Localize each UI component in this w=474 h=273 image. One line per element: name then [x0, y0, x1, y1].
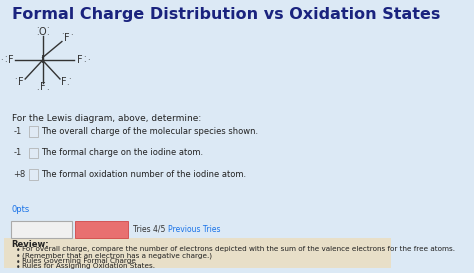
Text: ▾: ▾: [32, 150, 35, 156]
Text: F: F: [76, 55, 82, 65]
Text: ·: ·: [5, 53, 7, 62]
Text: Incorrect.: Incorrect.: [80, 225, 122, 234]
Text: -1: -1: [14, 127, 22, 136]
Text: ·: ·: [82, 58, 85, 67]
Text: •: •: [16, 252, 20, 261]
Text: -1: -1: [14, 148, 22, 157]
Bar: [4, 238, 391, 268]
Text: O: O: [39, 27, 46, 37]
Text: ·: ·: [46, 24, 48, 33]
Text: Rules for Assigning Oxidation States.: Rules for Assigning Oxidation States.: [22, 263, 155, 269]
Text: The overall charge of the molecular species shown.: The overall charge of the molecular spec…: [41, 127, 258, 136]
Text: ▾: ▾: [32, 129, 35, 135]
Text: +8: +8: [14, 170, 26, 179]
Text: ·: ·: [70, 31, 73, 40]
Text: ·: ·: [36, 86, 39, 95]
Text: ·: ·: [68, 76, 71, 85]
Text: F: F: [8, 55, 13, 65]
Text: The formal charge on the iodine atom.: The formal charge on the iodine atom.: [41, 148, 203, 157]
Text: Review:: Review:: [12, 240, 49, 249]
Text: ·: ·: [15, 76, 17, 85]
Text: For the Lewis diagram, above, determine:: For the Lewis diagram, above, determine:: [12, 114, 201, 123]
Text: 0pts: 0pts: [12, 205, 30, 214]
Text: I: I: [41, 55, 44, 65]
Text: Previous Tries: Previous Tries: [168, 225, 221, 234]
Text: ·: ·: [87, 56, 90, 65]
Text: Formal Charge Distribution vs Oxidation States: Formal Charge Distribution vs Oxidation …: [12, 7, 440, 22]
Text: ·: ·: [46, 86, 48, 95]
Text: ·: ·: [17, 81, 19, 90]
Text: •: •: [16, 263, 20, 272]
Text: Submit Answer: Submit Answer: [12, 225, 70, 234]
Text: ·: ·: [46, 31, 48, 40]
FancyBboxPatch shape: [75, 221, 128, 238]
Text: The formal oxidation number of the iodine atom.: The formal oxidation number of the iodin…: [41, 170, 246, 179]
Text: ·: ·: [36, 31, 39, 40]
Text: ·: ·: [36, 24, 39, 33]
FancyBboxPatch shape: [11, 221, 73, 238]
Text: Tries 4/5: Tries 4/5: [134, 225, 166, 234]
Text: F: F: [18, 77, 24, 87]
Text: F: F: [40, 82, 46, 92]
Text: ·: ·: [5, 58, 7, 67]
FancyBboxPatch shape: [28, 169, 38, 180]
Text: ·: ·: [65, 81, 68, 90]
Text: F: F: [61, 77, 67, 87]
Text: F: F: [64, 33, 69, 43]
FancyBboxPatch shape: [28, 126, 38, 137]
Text: Rules Governing Formal Charge: Rules Governing Formal Charge: [22, 258, 137, 264]
Text: ·: ·: [0, 56, 2, 65]
FancyBboxPatch shape: [28, 147, 38, 158]
Text: For overall charge, compare the number of electrons depicted with the sum of the: For overall charge, compare the number o…: [22, 246, 456, 252]
Text: (Remember that an electron has a negative charge.): (Remember that an electron has a negativ…: [22, 252, 212, 259]
Text: ▾: ▾: [32, 171, 35, 177]
Text: ·: ·: [82, 53, 85, 62]
Text: •: •: [16, 258, 20, 267]
Text: •: •: [16, 246, 20, 255]
Text: ·: ·: [61, 30, 64, 39]
